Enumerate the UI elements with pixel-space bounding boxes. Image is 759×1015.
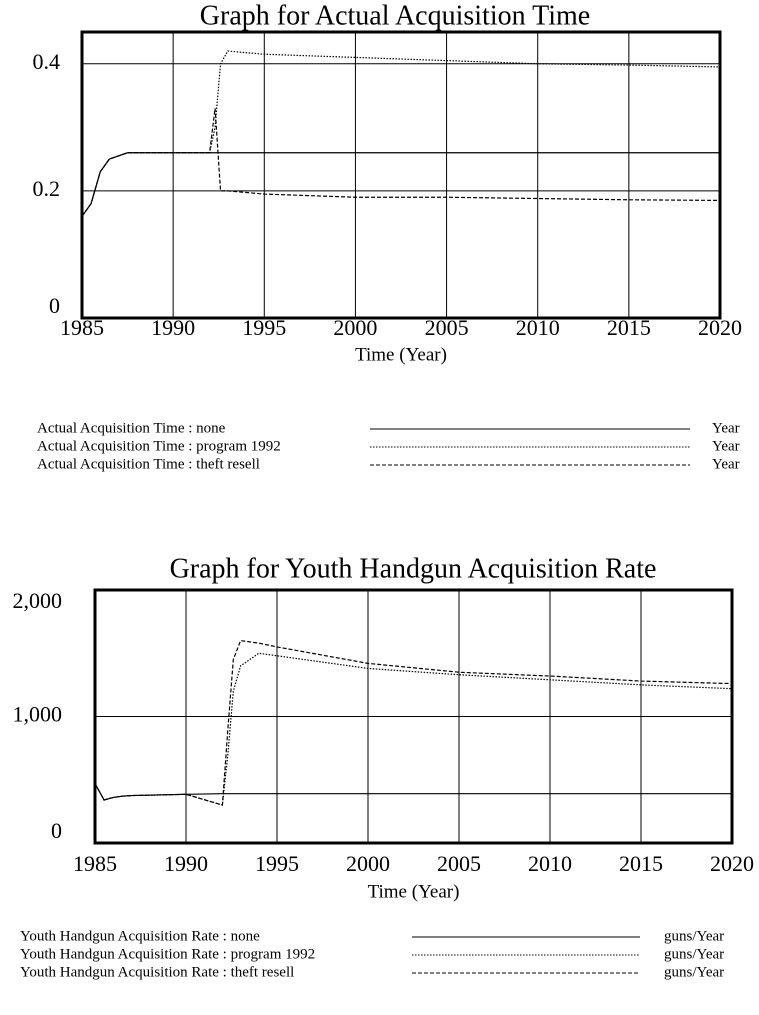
legend-units: Year [712,456,740,472]
plot-frame [80,30,722,320]
x-tick-label: 2005 [437,851,481,876]
legend-units: guns/Year [664,946,724,962]
x-tick-label: 2020 [710,851,754,876]
y-tick-label: 0 [51,818,62,843]
chart-title: Graph for Youth Handgun Acquisition Rate [170,553,657,584]
y-tick-label: 0.4 [33,49,61,74]
y-tick-label: 0.2 [33,176,61,201]
x-tick-label: 1995 [255,851,299,876]
x-tick-label: 2010 [528,851,572,876]
y-tick-label: 0 [49,293,60,318]
series-line [94,652,733,806]
series-line [81,108,721,217]
legend-label: Youth Handgun Acquisition Rate : theft r… [20,964,294,980]
plot-frame [93,588,734,845]
x-tick-label: 1985 [73,851,117,876]
series-line [81,50,721,217]
legend-label: Youth Handgun Acquisition Rate : none [20,928,260,944]
series-line [81,152,720,217]
series-line [94,639,733,806]
y-tick-label: 1,000 [13,702,63,727]
legend-units: Year [712,420,740,436]
legend-label: Actual Acquisition Time : program 1992 [37,438,281,454]
legend-units: guns/Year [664,964,724,980]
x-tick-label: 2000 [346,851,390,876]
legend-label: Youth Handgun Acquisition Rate : program… [20,946,315,962]
legend-units: Year [712,438,740,454]
x-axis-label: Time (Year) [368,881,460,902]
legend-units: guns/Year [664,928,724,944]
legend-label: Actual Acquisition Time : theft resell [37,456,260,472]
y-tick-label: 2,000 [13,588,63,613]
x-tick-label: 1990 [164,851,208,876]
x-tick-label: 2015 [619,851,663,876]
x-axis-label: Time (Year) [355,344,447,365]
chart-title: Graph for Actual Acquisition Time [200,0,590,31]
series-line [94,783,732,801]
legend-label: Actual Acquisition Time : none [37,420,226,436]
